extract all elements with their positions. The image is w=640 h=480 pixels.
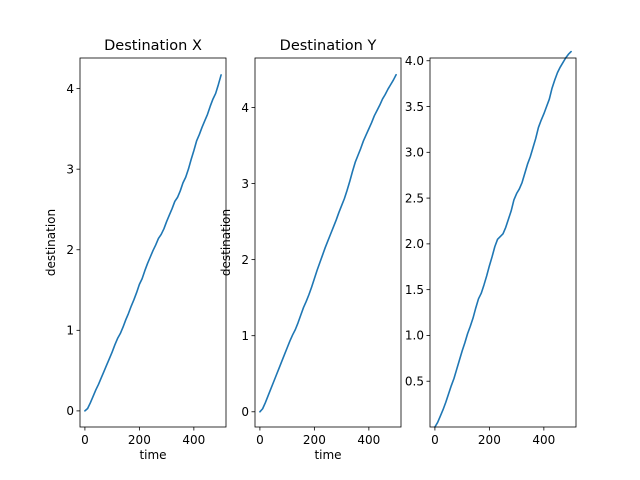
y-tick-label-1-0: 0	[66, 404, 74, 418]
axes-frame-3	[429, 57, 577, 428]
x-tick-label-2-0: 0	[256, 433, 264, 447]
x-tick-label-2-2: 400	[357, 433, 380, 447]
subplot-title-1: Destination X	[104, 38, 202, 54]
x-tick-label-3-0: 0	[431, 433, 439, 447]
y-axis-label-2: destination	[219, 209, 233, 276]
series-line-3-1	[434, 50, 572, 428]
x-axis-label-2: time	[314, 448, 341, 462]
series-line-2-1	[259, 73, 397, 413]
subplot-1: 0 200 400 0 1 2 3 4 Destination X time destination	[44, 38, 227, 462]
y-tick-label-2-1: 1	[241, 329, 249, 343]
y-tick-label-2-2: 2	[241, 253, 249, 267]
y-tick-label-2-3: 3	[241, 177, 249, 191]
y-tick-label-2-0: 0	[241, 405, 249, 419]
y-tick-label-3-2: 1.5	[405, 283, 424, 297]
y-tick-label-2-4: 4	[241, 101, 249, 115]
y-tick-label-3-1: 1.0	[405, 329, 424, 343]
y-tick-label-3-3: 2.0	[405, 237, 424, 251]
y-tick-label-3-6: 3.5	[405, 100, 424, 114]
y-tick-label-1-1: 1	[66, 324, 74, 338]
y-tick-label-3-0: 0.5	[405, 375, 424, 389]
x-tick-label-1-1: 200	[128, 433, 151, 447]
series-line-1-1	[84, 74, 222, 412]
x-tick-label-3-2: 400	[532, 433, 555, 447]
axes-frame-2	[254, 57, 402, 428]
y-tick-label-3-7: 4.0	[405, 54, 424, 68]
x-tick-label-2-1: 200	[303, 433, 326, 447]
y-tick-label-3-4: 2.5	[405, 191, 424, 205]
x-tick-label-1-2: 400	[182, 433, 205, 447]
subplot-title-2: Destination Y	[280, 38, 377, 54]
x-tick-label-1-0: 0	[81, 433, 89, 447]
subplot-3: 0 200 400 0.5 1.0 1.5 2.0 2.5 3.0 3.5 4.0	[405, 50, 577, 447]
y-axis-label-1: destination	[44, 209, 58, 276]
x-tick-label-3-1: 200	[478, 433, 501, 447]
y-tick-label-1-2: 2	[66, 243, 74, 257]
subplot-2: 0 200 400 0 1 2 3 4 Destination Y time destination	[219, 38, 402, 462]
y-tick-label-3-5: 3.0	[405, 146, 424, 160]
y-tick-label-1-4: 4	[66, 82, 74, 96]
y-tick-label-1-3: 3	[66, 162, 74, 176]
axes-frame-1	[79, 57, 227, 428]
x-axis-label-1: time	[139, 448, 166, 462]
